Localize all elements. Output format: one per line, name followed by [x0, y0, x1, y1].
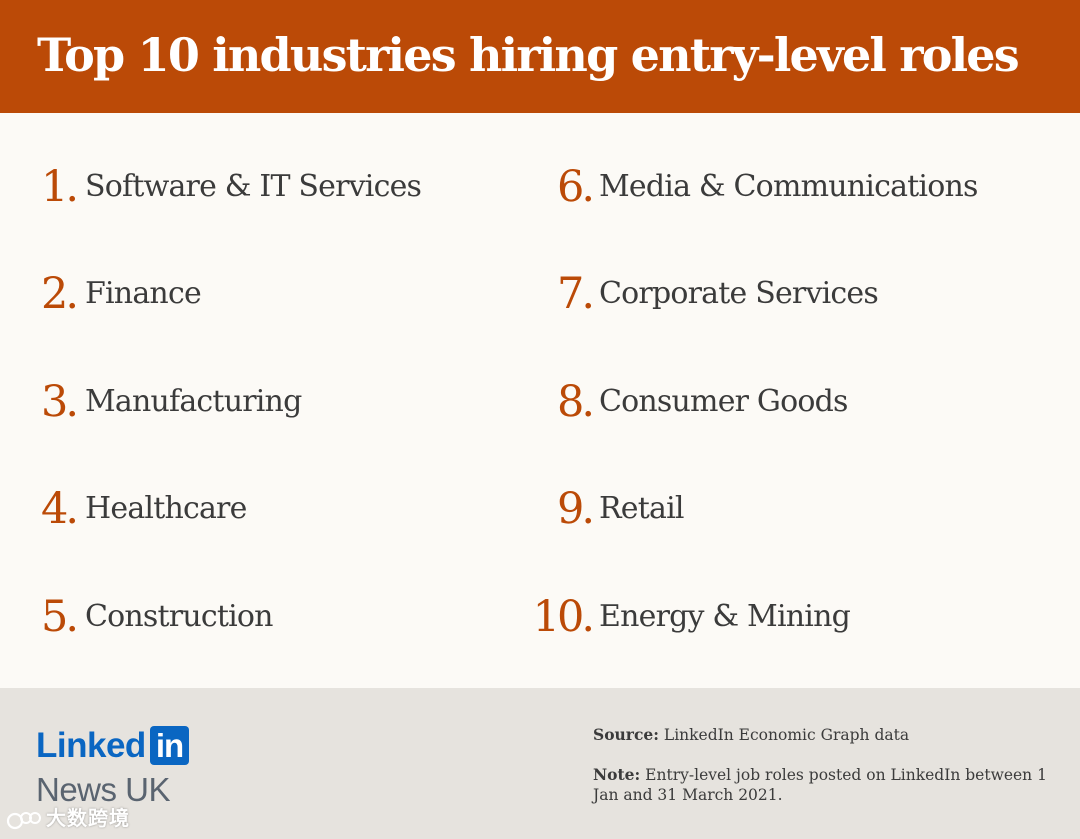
ranking-number: 2.: [40, 269, 79, 319]
source-note: Source: LinkedIn Economic Graph data: [593, 725, 1053, 745]
watermark: 大数跨境: [6, 802, 130, 831]
brand-subtitle: News UK: [36, 771, 171, 808]
ranking-number: 3.: [40, 377, 79, 427]
ranking-label: Retail: [599, 491, 684, 526]
source-text: LinkedIn Economic Graph data: [659, 726, 910, 744]
ranking-list: 1. Software & IT Services 2. Finance 3. …: [0, 113, 1080, 688]
ranking-number: 8.: [556, 377, 595, 427]
watermark-text: 大数跨境: [46, 806, 130, 830]
ranking-number: 7.: [556, 269, 595, 319]
brand-wordmark: Linked: [36, 726, 146, 765]
footnotes: Source: LinkedIn Economic Graph data Not…: [593, 725, 1053, 825]
note-text: Entry-level job roles posted on LinkedIn…: [593, 766, 1047, 804]
page-title: Top 10 industries hiring entry-level rol…: [37, 28, 1020, 82]
ranking-number: 4.: [40, 484, 79, 534]
ranking-number: 9.: [556, 484, 595, 534]
ranking-label: Media & Communications: [599, 169, 978, 204]
ranking-number: 5.: [40, 592, 79, 642]
ranking-label: Corporate Services: [599, 276, 879, 311]
linkedin-in-icon: in: [150, 726, 189, 765]
ranking-label: Software & IT Services: [85, 169, 422, 204]
note-key: Note:: [593, 765, 641, 784]
ranking-number: 1.: [40, 162, 79, 212]
ranking-label: Consumer Goods: [599, 384, 848, 419]
data-note: Note: Entry-level job roles posted on Li…: [593, 765, 1053, 805]
ranking-label: Energy & Mining: [599, 599, 851, 634]
ranking-number: 6.: [556, 162, 595, 212]
ranking-label: Manufacturing: [85, 384, 302, 419]
header-banner: Top 10 industries hiring entry-level rol…: [0, 0, 1080, 113]
ranking-label: Finance: [85, 276, 202, 311]
source-key: Source:: [593, 725, 659, 744]
ranking-number: 10.: [532, 592, 595, 642]
ranking-label: Healthcare: [85, 491, 247, 526]
watermark-logo-icon: [6, 811, 41, 829]
footer: Linked in News UK Source: LinkedIn Econo…: [0, 688, 1080, 839]
ranking-label: Construction: [85, 599, 273, 634]
